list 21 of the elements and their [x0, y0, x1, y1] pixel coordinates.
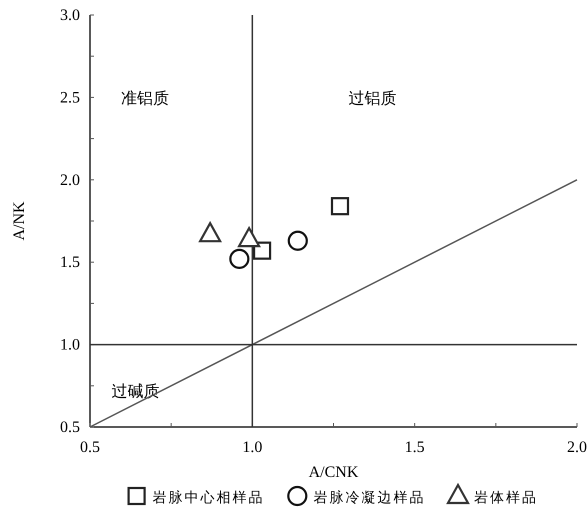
x-tick-label: 0.5 [80, 439, 100, 456]
annotation: 准铝质 [121, 88, 170, 108]
legend-label: 岩脉冷凝边样品 [313, 490, 426, 506]
x-axis-title: A/CNK [308, 464, 359, 481]
y-tick-label: 2.5 [60, 89, 80, 106]
y-tick-label: 1.0 [60, 336, 80, 354]
point [252, 242, 272, 260]
x-tick-label: 1.5 [404, 439, 425, 456]
y-tick-label: 0.5 [60, 419, 80, 436]
legend-label: 岩脉中心相样品 [152, 490, 265, 506]
legend-label: 岩体样品 [474, 490, 538, 506]
x-tick-label: 2.0 [567, 439, 587, 456]
y-axis-title: A/NK [11, 201, 28, 241]
point [288, 230, 308, 251]
y-tick-label: 1.5 [60, 254, 80, 272]
y-tick-label: 2.0 [60, 172, 80, 189]
point [330, 197, 350, 216]
y-tick-label: 3.0 [60, 7, 80, 24]
point [229, 248, 250, 270]
x-tick-label: 1.0 [242, 439, 262, 456]
annotation: 过铝质 [348, 88, 396, 108]
